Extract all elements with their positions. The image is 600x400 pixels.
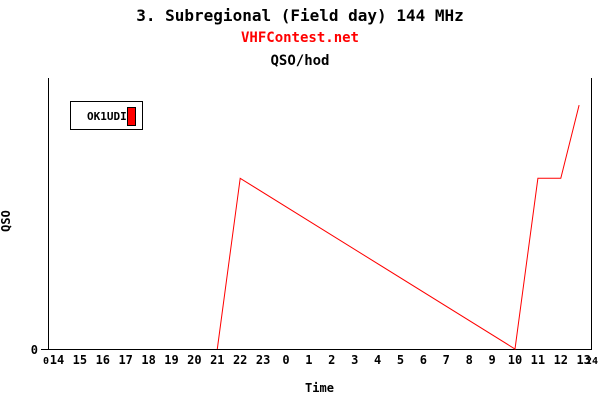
y-tick-mark xyxy=(41,349,48,350)
x-tick-label: 22 xyxy=(232,353,248,367)
x-tick-label: 23 xyxy=(255,353,271,367)
x-tick-label: 10 xyxy=(507,353,523,367)
x-tick-label: 3 xyxy=(351,353,359,367)
x-tick-label: 1 xyxy=(305,353,313,367)
x-tick-label: 2 xyxy=(328,353,336,367)
x-tick-label: 11 xyxy=(530,353,546,367)
x-edge-label: 0 xyxy=(42,356,50,367)
x-tick-label: 18 xyxy=(141,353,156,367)
legend-color-swatch xyxy=(127,107,136,126)
x-tick-label: 21 xyxy=(210,353,225,367)
x-tick-label: 7 xyxy=(442,353,450,367)
x-axis-title: Time xyxy=(305,381,334,395)
right-border-line xyxy=(591,78,592,349)
metric-title: QSO/hod xyxy=(270,53,330,69)
legend-box: OK1UDI xyxy=(70,101,143,130)
x-tick-label: 5 xyxy=(396,353,405,367)
x-tick-label: 14 xyxy=(49,353,65,367)
chart-title: 3. Subregional (Field day) 144 MHz xyxy=(136,6,464,25)
x-tick-label: 6 xyxy=(419,353,428,367)
x-tick-label: 19 xyxy=(164,353,179,367)
x-tick-label: 20 xyxy=(187,353,202,367)
x-axis-line xyxy=(48,349,592,350)
x-tick-label: 0 xyxy=(282,353,290,367)
x-tick-label: 4 xyxy=(373,353,382,367)
x-tick-label: 15 xyxy=(72,353,88,367)
x-tick-label: 12 xyxy=(553,353,569,367)
y-axis-line xyxy=(48,78,49,349)
x-tick-label: 8 xyxy=(465,353,473,367)
x-edge-label: 24 xyxy=(585,356,599,367)
y-tick-label-zero: 0 xyxy=(30,343,38,357)
x-tick-label: 16 xyxy=(95,353,111,367)
x-tick-label: 13 xyxy=(576,353,591,367)
series-line-ok1udi xyxy=(216,104,580,350)
x-tick-label: 9 xyxy=(488,353,496,367)
x-tick-label: 17 xyxy=(118,353,133,367)
site-title: VHFContest.net xyxy=(240,30,359,46)
legend-label: OK1UDI xyxy=(87,110,127,123)
